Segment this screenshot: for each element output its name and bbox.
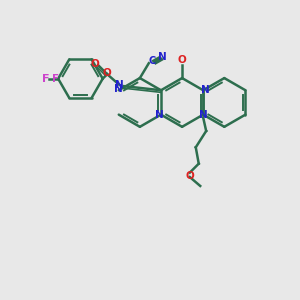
Text: N: N bbox=[201, 85, 210, 95]
Text: F: F bbox=[42, 74, 50, 84]
Text: O: O bbox=[103, 68, 112, 78]
Text: N: N bbox=[155, 110, 164, 120]
Text: O: O bbox=[185, 171, 194, 181]
Text: O: O bbox=[90, 59, 99, 69]
Text: N: N bbox=[199, 110, 208, 120]
Text: F: F bbox=[52, 74, 59, 84]
Text: N: N bbox=[114, 84, 123, 94]
Text: N: N bbox=[115, 80, 123, 90]
Text: N: N bbox=[158, 52, 167, 62]
Text: C: C bbox=[149, 56, 156, 66]
Text: O: O bbox=[178, 55, 187, 65]
